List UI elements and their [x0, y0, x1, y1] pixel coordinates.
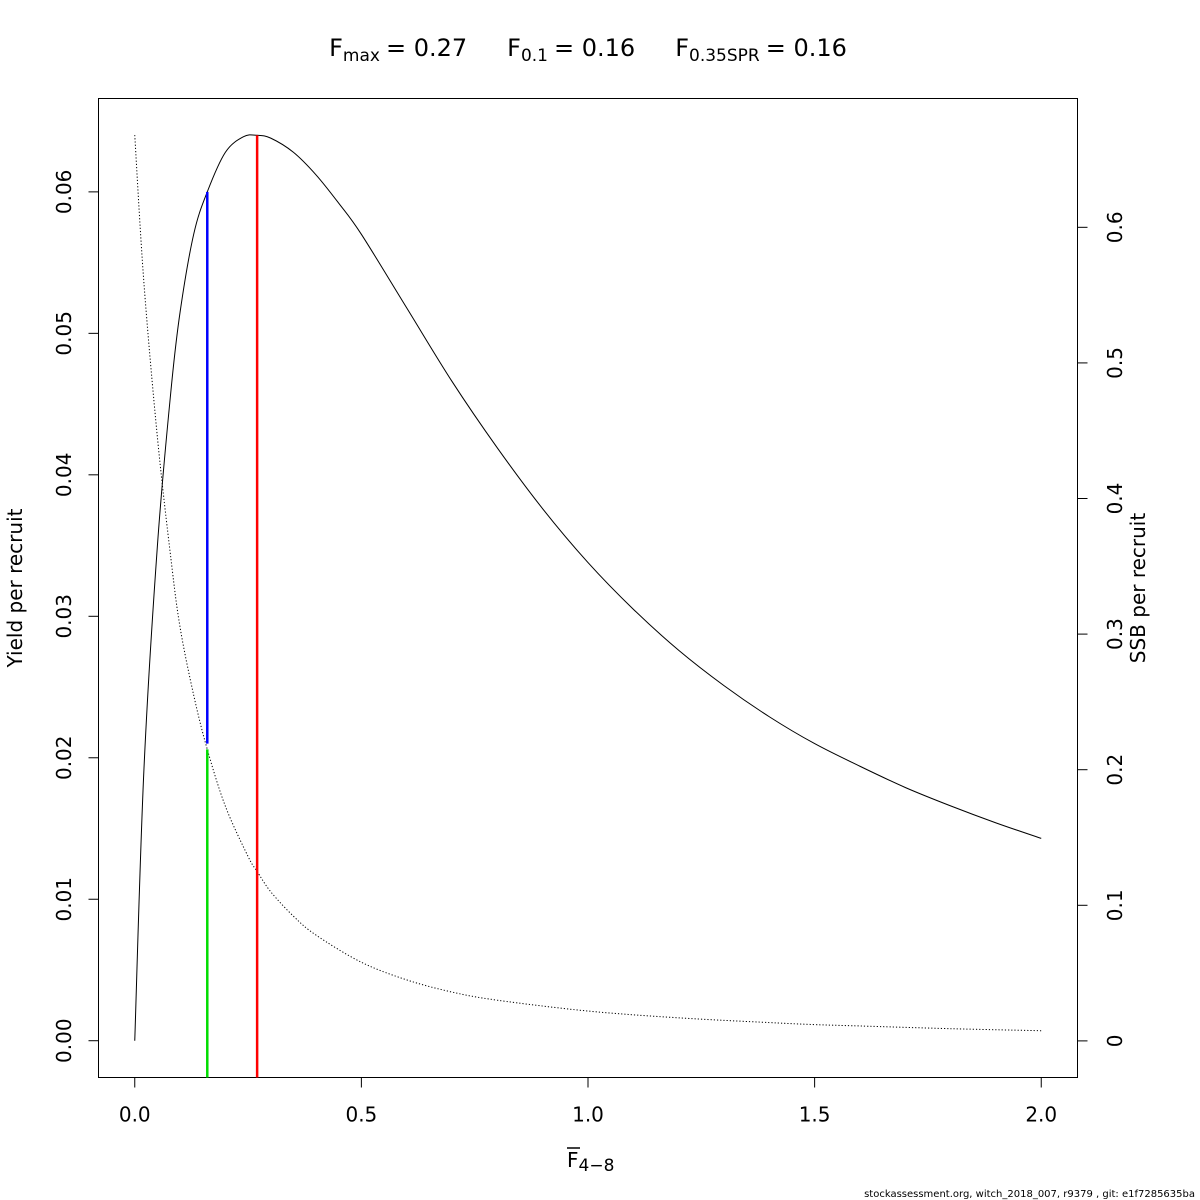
- footer-credit: stockassessment.org, witch_2018_007, r93…: [864, 1189, 1195, 1200]
- title-fmax-value: = 0.27: [386, 34, 467, 62]
- y-left-tick-label: 0.05: [52, 311, 76, 356]
- reference-lines: [206, 135, 259, 1078]
- y-left-tick-label: 0.00: [52, 1018, 76, 1063]
- x-axis-title-text: F4−8: [567, 1148, 614, 1176]
- y-left-tick-label: 0.01: [52, 877, 76, 922]
- y-right-axis: 0 0.1 0.2 0.3 0.4 0.5 0.6: [1077, 211, 1127, 1048]
- y-right-tick-label: 0.5: [1103, 347, 1127, 379]
- y-right-tick-label: 0: [1103, 1035, 1127, 1048]
- x-axis: 0.0 0.5 1.0 1.5 2.0: [119, 1077, 1057, 1127]
- x-axis-title-symbol: F: [567, 1148, 579, 1172]
- y-left-axis: 0.00 0.01 0.02 0.03 0.04 0.05 0.06: [52, 170, 99, 1063]
- y-right-tick-label: 0.4: [1103, 483, 1127, 515]
- series-layer: [134, 134, 1042, 1041]
- y-right-tick-label: 0.6: [1103, 211, 1127, 243]
- x-axis-title: F4−8: [567, 1147, 614, 1176]
- y-left-tick-label: 0.02: [52, 736, 76, 781]
- y-right-tick-label: 0.2: [1103, 754, 1127, 786]
- y-left-axis-title: Yield per recruit: [3, 508, 27, 668]
- title-f01-symbol: F: [507, 34, 521, 62]
- title-f01-value: = 0.16: [554, 34, 635, 62]
- title-f035spr-value: = 0.16: [766, 34, 847, 62]
- title-f035spr-symbol: F: [675, 34, 689, 62]
- y-left-tick-label: 0.06: [52, 170, 76, 215]
- yield-per-recruit-line: [134, 134, 1042, 1041]
- x-tick-label: 1.5: [799, 1103, 831, 1127]
- title-fmax-symbol: F: [329, 34, 343, 62]
- y-right-axis-title: SSB per recruit: [1126, 513, 1150, 664]
- plot-frame: [98, 98, 1078, 1078]
- ssb-per-recruit-line: [134, 135, 1042, 1032]
- title-fmax-sub: max: [343, 46, 380, 66]
- y-right-tick-label: 0.1: [1103, 889, 1127, 921]
- y-right-tick-label: 0.3: [1103, 618, 1127, 650]
- title-f01-sub: 0.1: [521, 46, 548, 66]
- chart-title: Fmax = 0.27 F0.1 = 0.16 F0.35SPR = 0.16: [329, 34, 847, 66]
- y-left-tick-label: 0.04: [52, 453, 76, 498]
- x-tick-label: 2.0: [1025, 1103, 1057, 1127]
- x-axis-title-sub: 4−8: [579, 1156, 615, 1176]
- title-f035spr-sub: 0.35SPR: [689, 46, 760, 66]
- x-tick-label: 0.5: [345, 1103, 377, 1127]
- y-left-tick-label: 0.03: [52, 594, 76, 639]
- x-tick-label: 0.0: [119, 1103, 151, 1127]
- x-tick-label: 1.0: [572, 1103, 604, 1127]
